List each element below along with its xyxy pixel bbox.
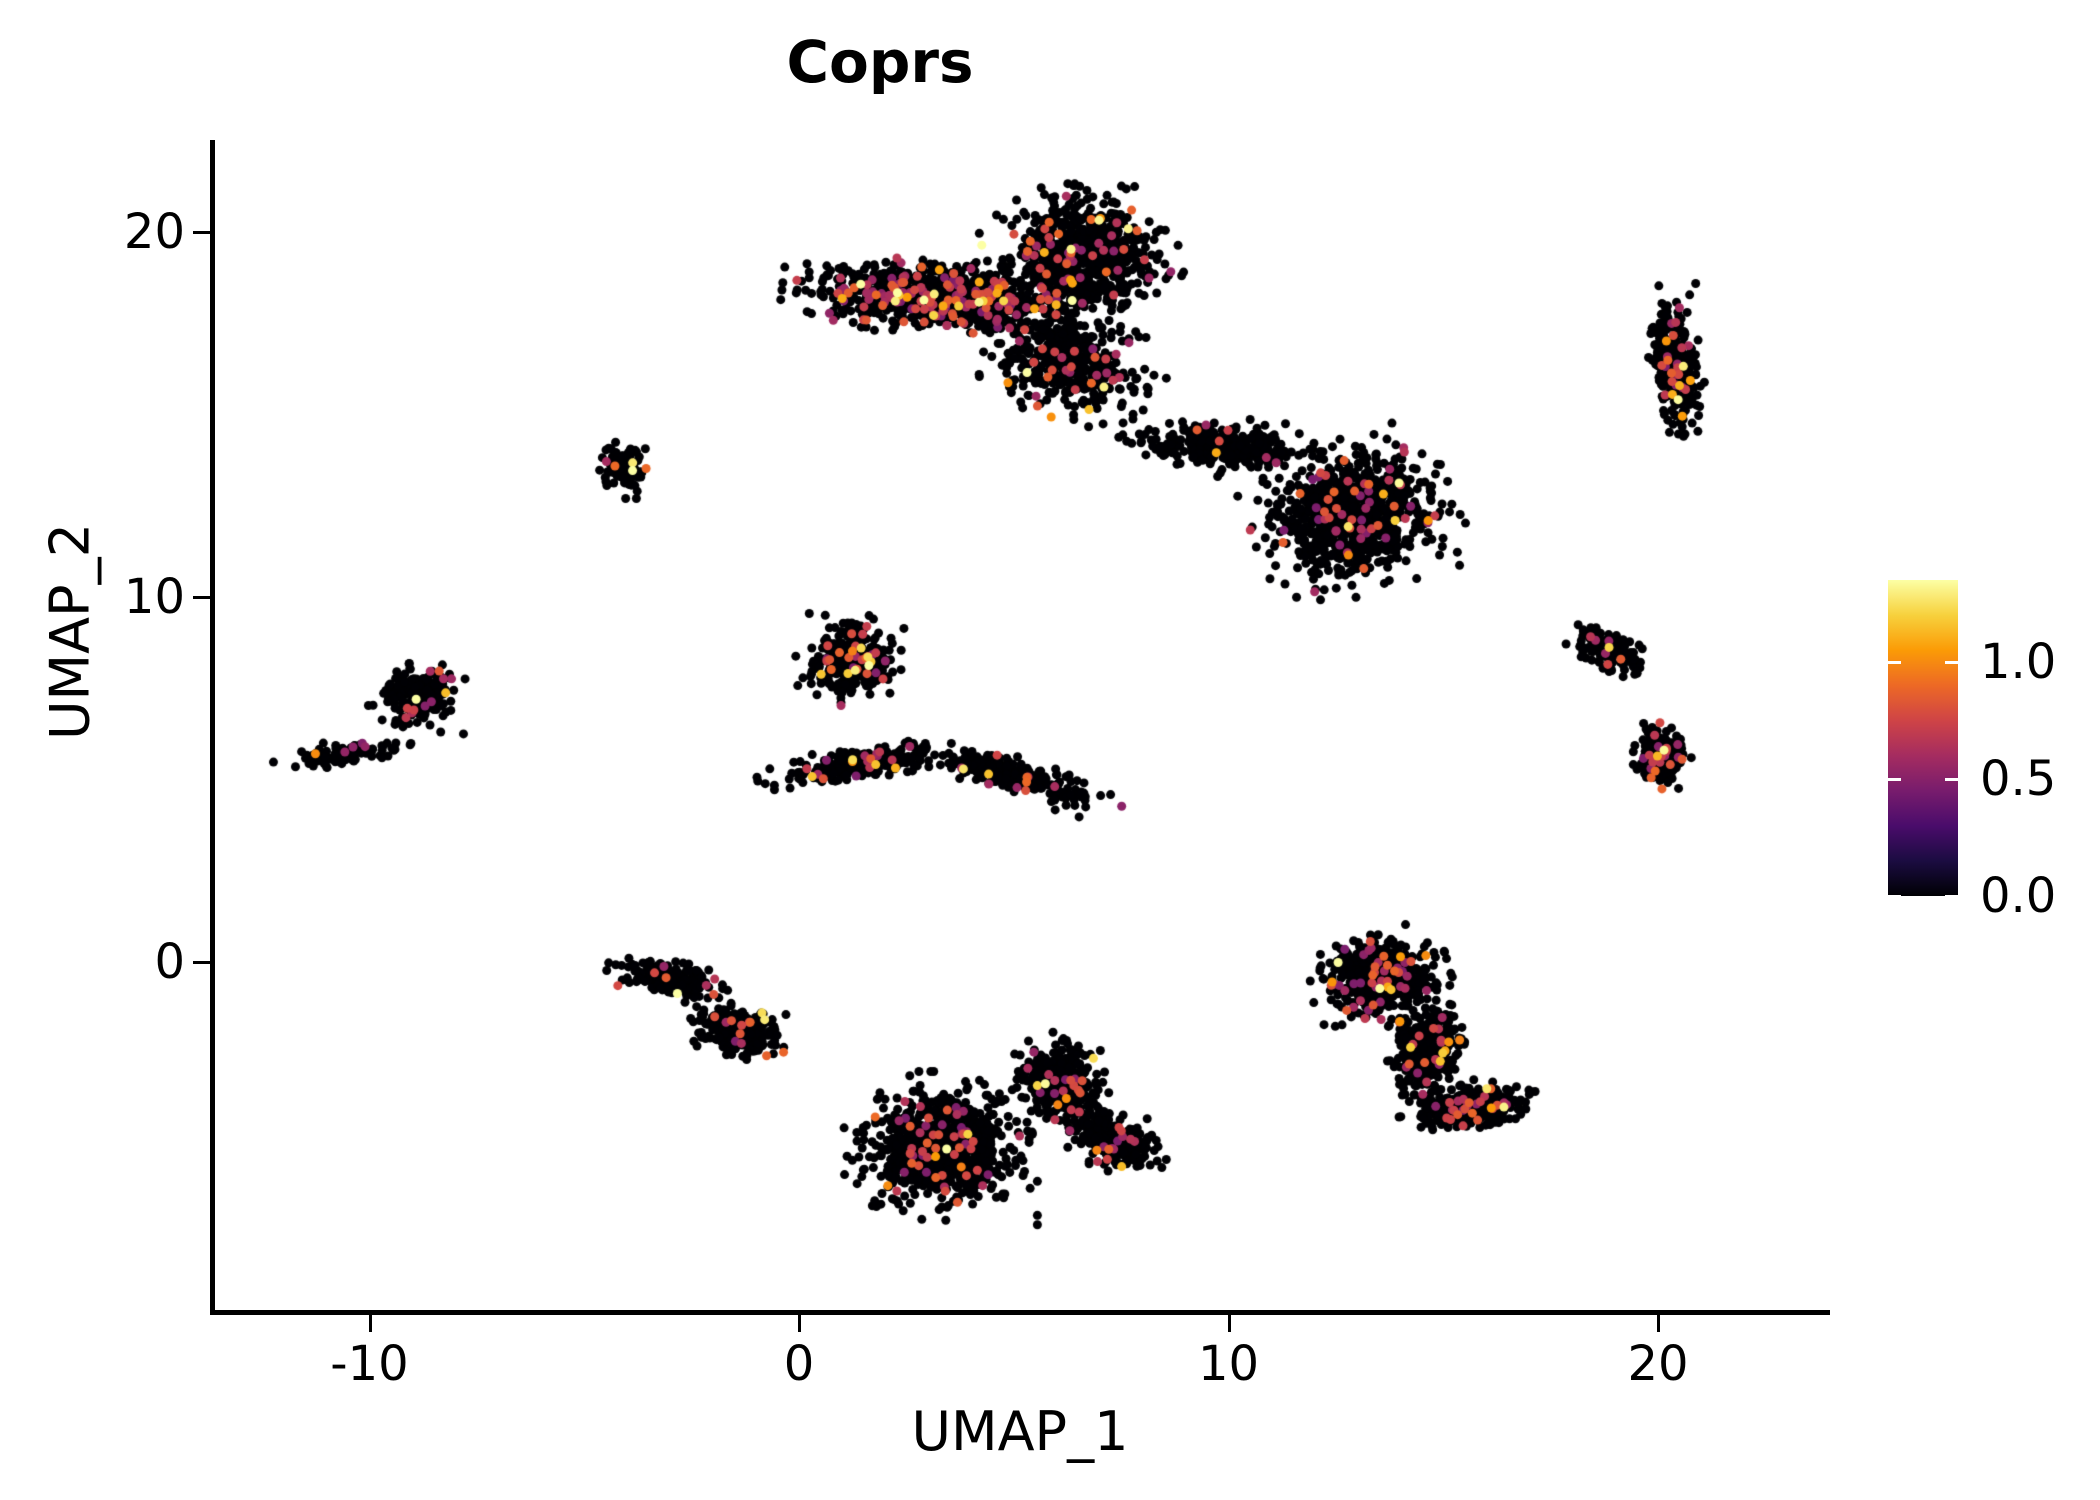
colorbar-tick-label: 0.5 [1980,750,2057,807]
colorbar-tick-mark [1945,895,1958,898]
y-tick-label: 0 [154,934,185,990]
x-tick-mark [368,1315,372,1332]
x-tick-label: 0 [783,1336,815,1392]
colorbar-tick-label: 1.0 [1980,633,2057,690]
y-tick-mark [193,231,210,234]
page-title: Coprs [786,28,974,96]
colorbar-gradient [1888,580,1958,896]
x-tick-label: -10 [330,1336,409,1392]
y-axis-spine [210,140,215,1315]
x-axis-spine [210,1310,1830,1315]
scatter-canvas [210,140,1826,1312]
colorbar-tick-mark [1945,660,1958,664]
colorbar-tick-mark [1888,895,1901,898]
colorbar-tick-label: 0.0 [1980,868,2057,924]
colorbar-tick-mark [1945,777,1958,781]
x-axis-label: UMAP_1 [911,1400,1129,1463]
y-tick-mark [193,961,210,964]
y-tick-label: 10 [123,569,185,625]
plot-area [210,140,1826,1312]
x-tick-label: 10 [1197,1336,1260,1392]
colorbar-tick-mark [1888,777,1901,781]
colorbar-tick-mark [1888,660,1901,664]
x-tick-mark [1227,1315,1231,1332]
x-tick-mark [1657,1315,1660,1332]
y-axis-label: UMAP_2 [38,523,102,740]
x-tick-label: 20 [1627,1336,1689,1392]
y-tick-mark [193,596,210,599]
x-tick-mark [798,1315,801,1332]
y-tick-label: 20 [123,204,185,260]
colorbar [1888,580,1958,896]
